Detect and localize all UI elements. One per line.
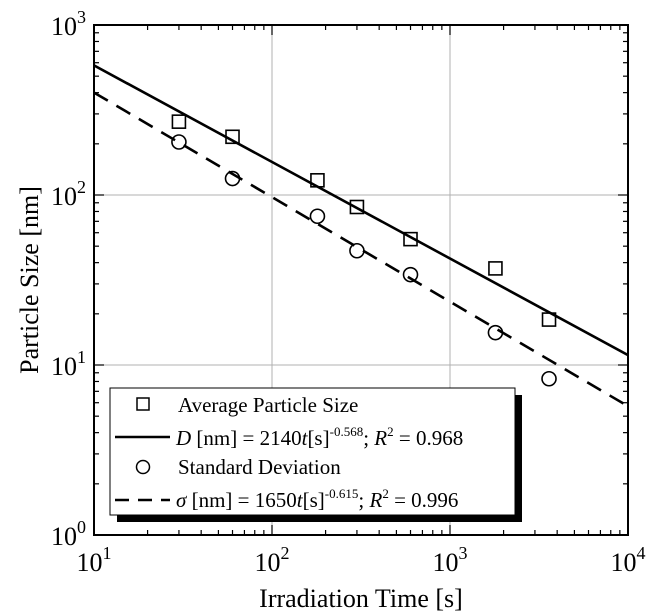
tick-base: 10 (51, 352, 77, 381)
fit-r: R (373, 426, 387, 450)
fit-exponent: -0.568 (330, 424, 364, 439)
fit-r-value: = 0.996 (389, 488, 459, 512)
legend-average-label: Average Particle Size (178, 393, 358, 417)
data-point-circle (310, 209, 324, 223)
data-markers (172, 115, 556, 386)
fit-r: R (368, 488, 382, 512)
tick-exponent: 2 (281, 543, 290, 563)
legend-average-fit-label: D [nm] = 2140t[s]-0.568; R2 = 0.968 (175, 424, 463, 450)
y-tick-label: 101 (51, 347, 86, 381)
fit-middle: [nm] = 1650 (186, 488, 296, 512)
y-tick-label: 102 (51, 177, 86, 211)
tick-exponent: 2 (77, 177, 86, 197)
tick-base: 10 (51, 182, 77, 211)
x-axis-label: Irradiation Time [s] (259, 584, 463, 613)
fit-middle: [nm] = 2140 (191, 426, 301, 450)
data-point-circle (350, 244, 364, 258)
legend-std-label: Standard Deviation (178, 455, 341, 479)
tick-exponent: 4 (637, 543, 646, 563)
x-tick-labels: 101 102 103 104 (77, 543, 646, 577)
fit-lines (94, 65, 628, 406)
data-point-square (172, 115, 185, 128)
y-tick-label: 103 (51, 7, 86, 41)
y-tick-label: 100 (51, 517, 86, 551)
tick-exponent: 3 (459, 543, 468, 563)
legend-std-fit-label: σ [nm] = 1650t[s]-0.615; R2 = 0.996 (176, 486, 458, 512)
tick-exponent: 0 (77, 517, 86, 537)
tick-base: 10 (611, 548, 637, 577)
x-tick-label: 102 (255, 543, 290, 577)
tick-exponent: 1 (103, 543, 112, 563)
data-point-circle (542, 372, 556, 386)
fit-sep: ; (358, 488, 369, 512)
y-axis-label: Particle Size [nm] (15, 186, 44, 374)
tick-base: 10 (433, 548, 459, 577)
fit-s: [s] (307, 426, 329, 450)
fit-exponent: -0.615 (325, 486, 359, 501)
fit-s: [s] (303, 488, 325, 512)
legend: Average Particle Size D [nm] = 2140t[s]-… (110, 388, 522, 522)
fit-symbol: D (175, 426, 191, 450)
x-tick-label: 104 (611, 543, 646, 577)
fit-r-value: = 0.968 (394, 426, 464, 450)
fit-line-average (94, 65, 628, 355)
tick-base: 10 (77, 548, 103, 577)
tick-base: 10 (255, 548, 281, 577)
fit-sep: ; (363, 426, 374, 450)
tick-exponent: 3 (77, 7, 86, 27)
fit-line-std-dev (94, 93, 628, 407)
tick-exponent: 1 (77, 347, 86, 367)
x-tick-label: 103 (433, 543, 468, 577)
data-point-square (489, 262, 502, 275)
x-tick-label: 101 (77, 543, 112, 577)
tick-base: 10 (51, 12, 77, 41)
tick-base: 10 (51, 522, 77, 551)
data-point-circle (172, 135, 186, 149)
